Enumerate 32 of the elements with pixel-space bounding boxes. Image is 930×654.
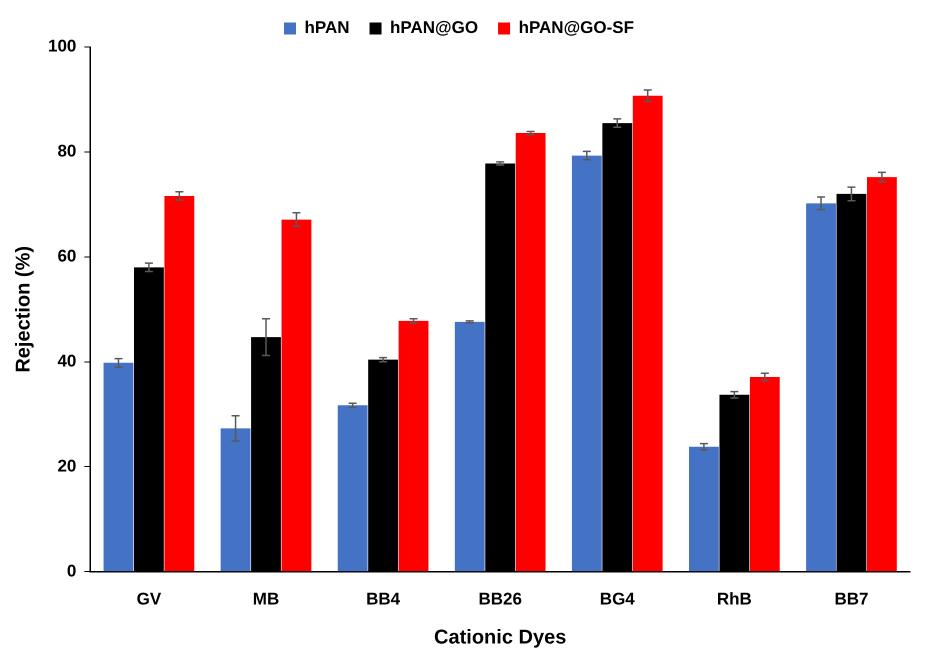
bar	[282, 220, 312, 572]
bar	[164, 196, 194, 572]
bar	[806, 203, 836, 572]
x-tick-label: GV	[136, 589, 162, 608]
y-tick-label: 40	[57, 351, 76, 370]
x-tick-label: RhB	[716, 589, 752, 608]
y-tick-label: 60	[57, 246, 76, 266]
bar	[689, 446, 719, 572]
bar	[104, 362, 134, 572]
bar	[572, 156, 602, 572]
x-tick-label: BB7	[834, 589, 868, 608]
bar	[220, 428, 250, 572]
bar	[632, 96, 663, 572]
legend-label: hPAN@GO	[390, 18, 478, 38]
legend-label: hPAN	[304, 18, 350, 38]
x-tick-label: MB	[252, 589, 280, 608]
bar	[454, 322, 485, 572]
bar	[338, 405, 368, 572]
x-tick-label: BG4	[600, 589, 636, 608]
bar	[398, 320, 428, 572]
y-tick-label: 0	[66, 561, 76, 580]
x-axis-title: Cationic Dyes	[434, 626, 566, 649]
legend-label: hPAN@GO-SF	[518, 18, 634, 38]
y-tick-label: 20	[57, 456, 76, 476]
bar	[750, 376, 780, 572]
y-tick-label: 100	[48, 36, 76, 56]
x-tick-label: BB26	[478, 589, 522, 608]
x-tick-label: BB4	[366, 589, 401, 608]
y-axis-title: Rejection (%)	[12, 246, 35, 373]
bar	[516, 133, 546, 572]
y-tick-label: 80	[57, 142, 76, 161]
bar	[866, 177, 897, 572]
